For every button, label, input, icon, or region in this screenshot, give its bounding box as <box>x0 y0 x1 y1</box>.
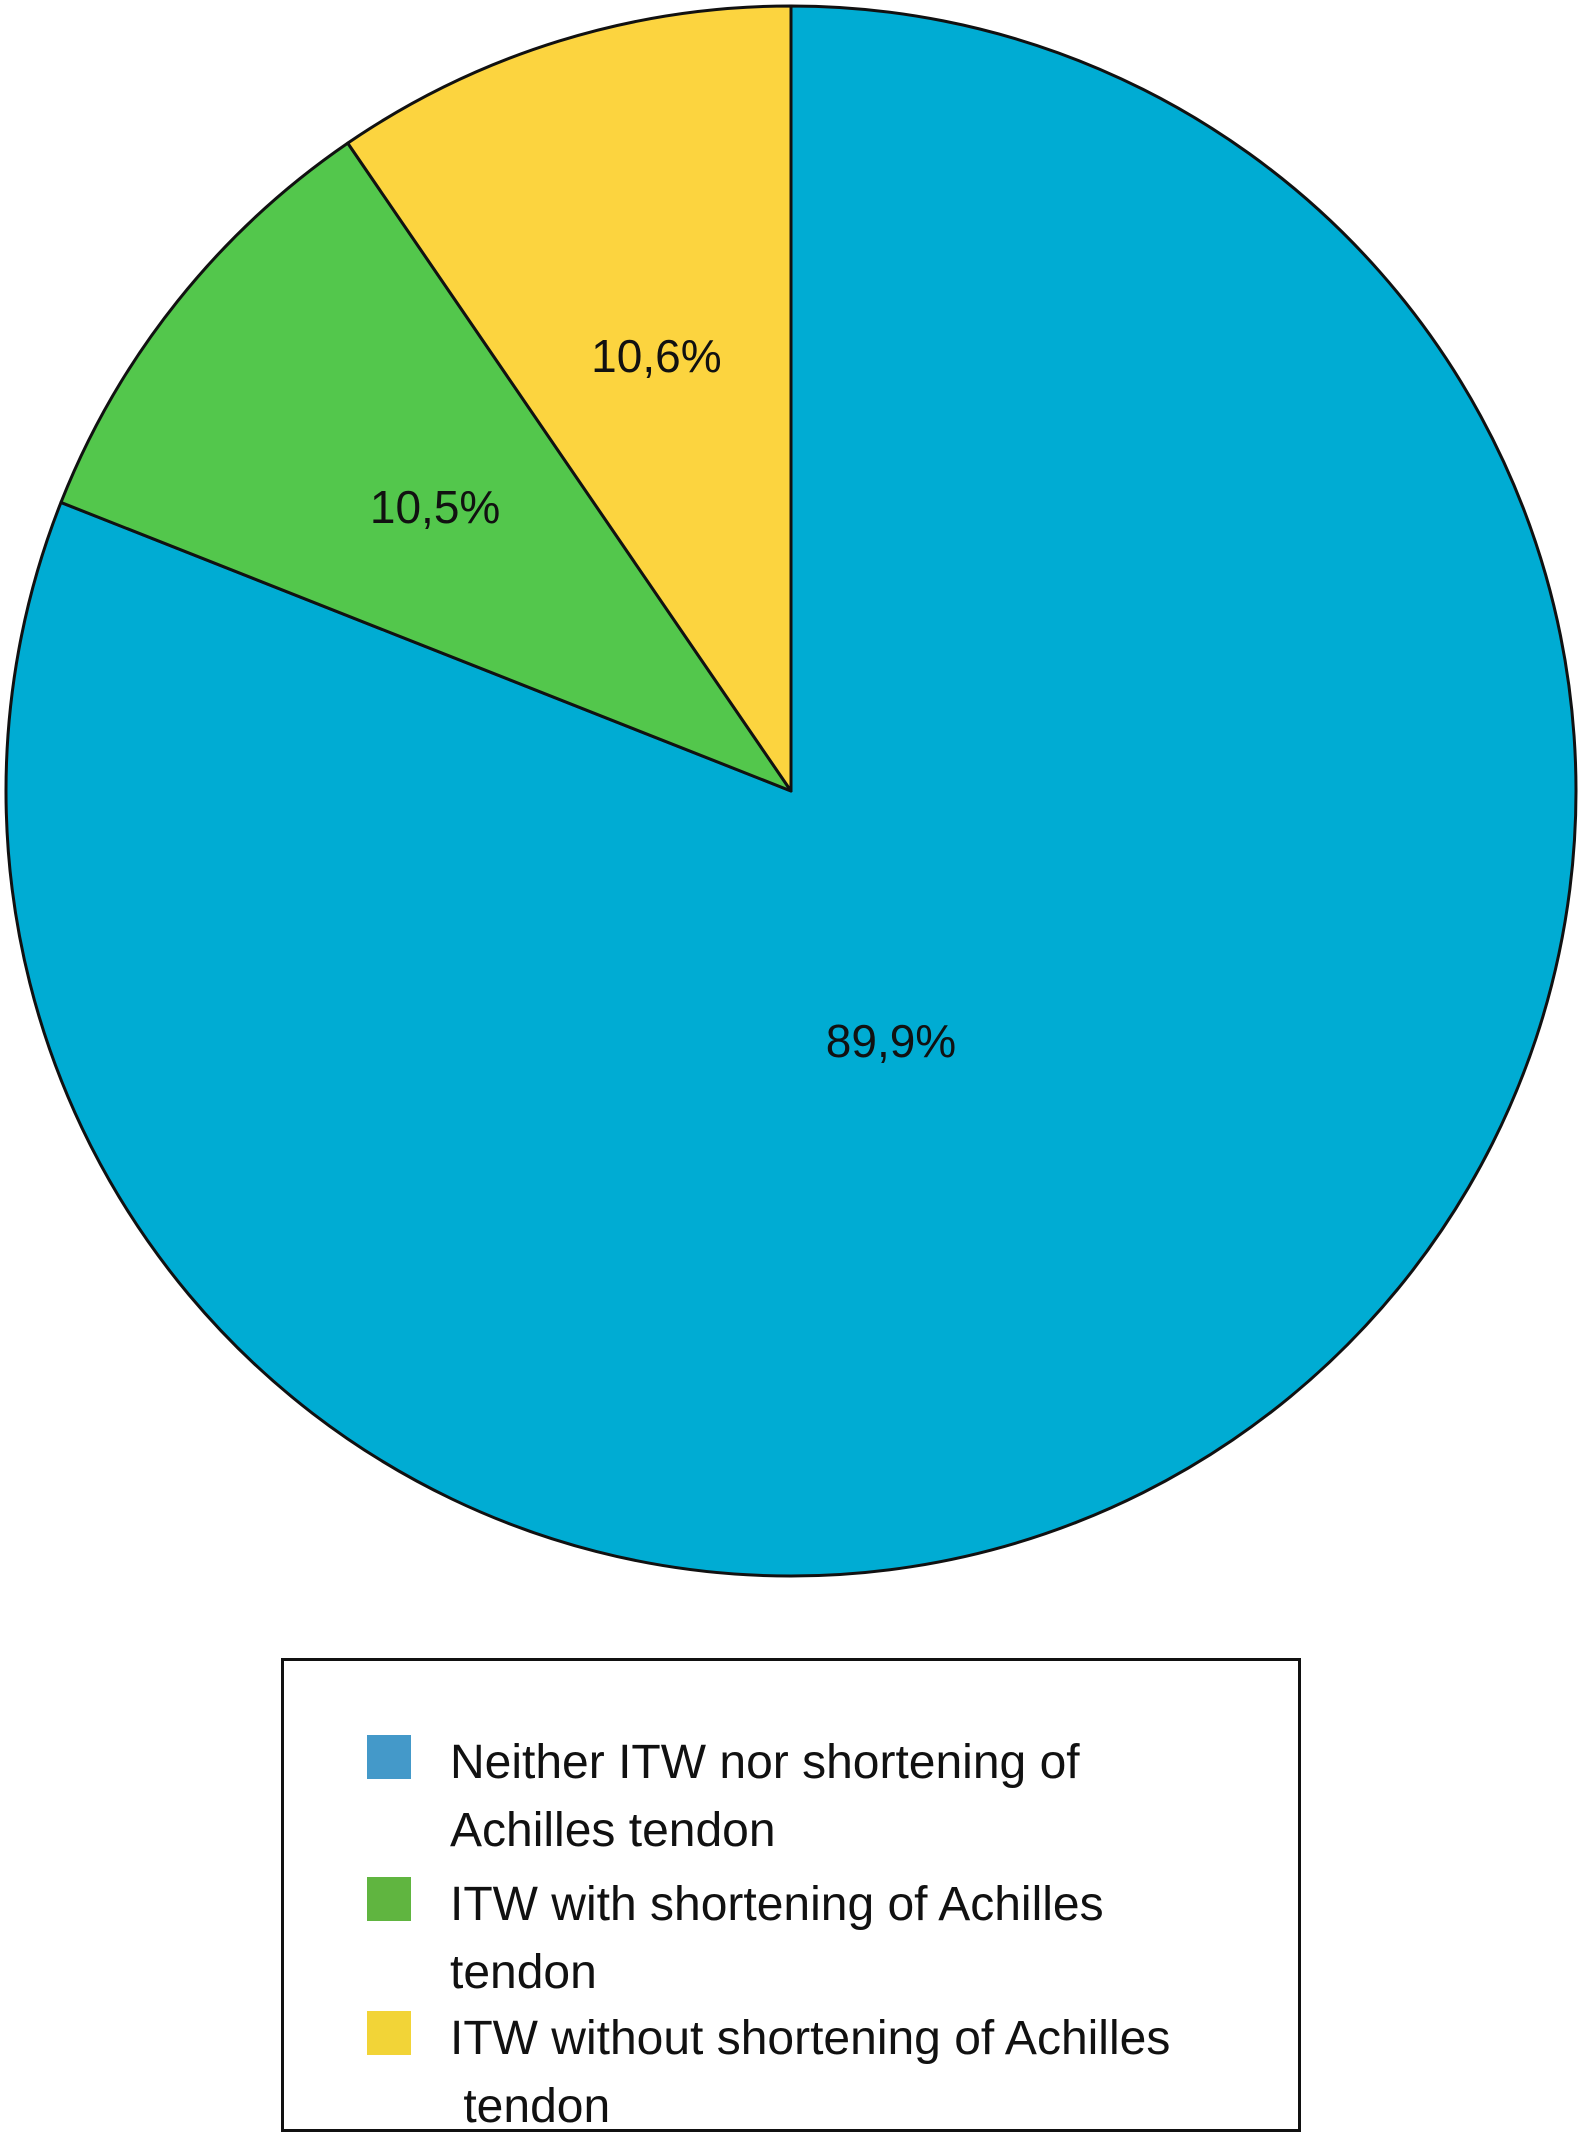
pie-slice <box>346 4 793 793</box>
slice-value-label: 89,9% <box>826 1015 956 1067</box>
pie-slice-labels: 89,9% 10,5% 10,6% <box>370 330 956 1067</box>
pie-chart: 89,9% 10,5% 10,6% <box>4 4 1578 1578</box>
legend-label: ITW without shortening of Achilles tendo… <box>450 2012 1171 2133</box>
legend-swatch <box>367 1735 411 1779</box>
legend-swatch <box>367 1877 411 1921</box>
pie-slice <box>59 141 793 793</box>
slice-value-label: 10,6% <box>591 330 721 382</box>
legend: Neither ITW nor shortening of Achilles t… <box>281 1658 1301 2133</box>
legend-label: Neither ITW nor shortening of Achilles t… <box>450 1736 1080 1857</box>
legend-swatch <box>367 2011 411 2055</box>
pie-slices <box>4 4 1578 1578</box>
slice-value-label: 10,5% <box>370 481 500 533</box>
legend-label: ITW with shortening of Achilles tendon <box>450 1878 1104 1999</box>
